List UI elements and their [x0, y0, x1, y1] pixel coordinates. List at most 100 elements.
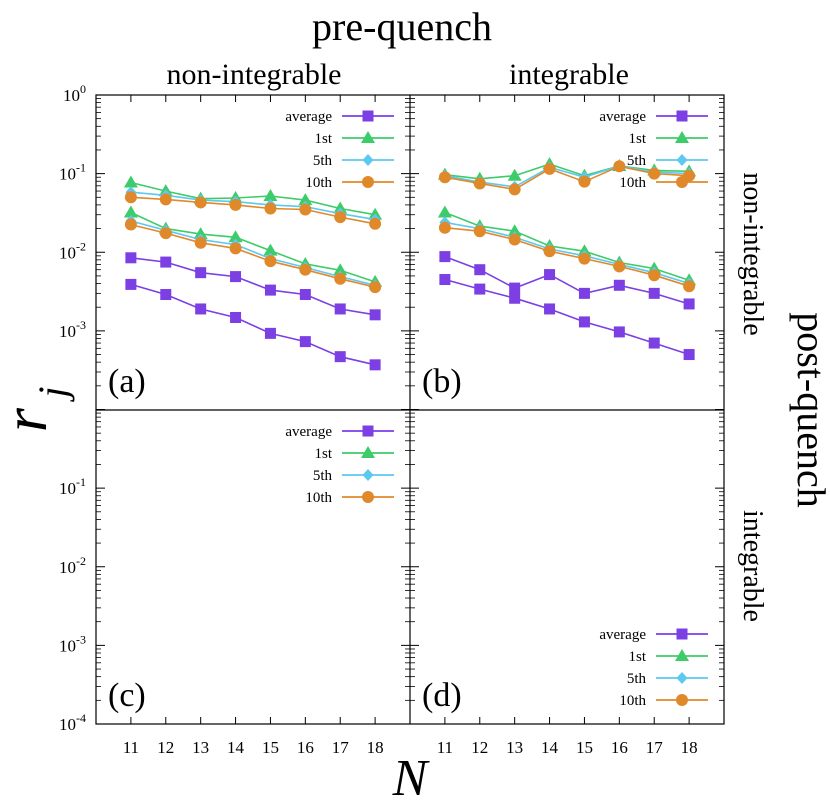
data-point-average-16: [299, 336, 311, 348]
legend-marker-average: [676, 628, 688, 640]
data-point-average-18: [683, 349, 695, 361]
data-point-average-12: [474, 264, 486, 276]
legend-label-5th: 5th: [627, 153, 647, 169]
series-line-average: [130, 257, 376, 316]
data-point-average-13: [195, 267, 207, 279]
row-label-integrable: integrable: [737, 510, 768, 622]
y-axis-label-main: r: [0, 407, 60, 432]
data-point-average-11: [125, 252, 137, 264]
panel-label-b: (b): [422, 363, 462, 400]
legend-label-average: average: [285, 109, 332, 125]
data-point-1st-15: [263, 243, 278, 256]
series-line-1st: [130, 211, 376, 283]
data-point-1st-13: [507, 168, 522, 181]
legend: average 1st 5th 10th: [285, 424, 394, 506]
data-point-average-11: [125, 278, 137, 290]
legend: average 1st 5th 10th: [285, 109, 394, 191]
y-tick-label-1e-1: 10-1: [59, 475, 86, 498]
x-tick-label-17: 17: [332, 738, 350, 757]
panel-d: average 1st 5th 10th (d): [422, 157, 708, 714]
data-point-10th-17: [334, 272, 347, 285]
data-point-average-17: [334, 351, 346, 363]
series-line-average: [130, 283, 376, 366]
legend: average 1st 5th 10th: [599, 627, 708, 709]
data-point-10th-17: [334, 211, 347, 224]
y-tick-label-1e-2: 10-2: [59, 554, 86, 577]
x-tick-label-17: 17: [646, 738, 664, 757]
series-line-10th: [130, 223, 376, 288]
panel-label-a: (a): [108, 363, 146, 400]
legend-label-10th: 10th: [305, 175, 332, 191]
y-axis-label-subscript: j: [30, 386, 75, 402]
data-point-average-13: [509, 292, 521, 304]
data-point-average-11: [439, 274, 451, 286]
legend-marker-5th: [676, 154, 688, 166]
column-label-non-integrable: non-integrable: [167, 58, 342, 91]
series-line-1st: [444, 163, 690, 180]
data-point-average-14: [544, 269, 556, 281]
data-point-10th-15: [264, 255, 277, 268]
panel-label-c: (c): [108, 677, 146, 714]
data-point-10th-13: [508, 183, 521, 196]
data-point-average-17: [648, 287, 660, 299]
data-point-1st-13: [193, 227, 208, 240]
x-tick-label-15: 15: [576, 738, 593, 757]
data-point-10th-11: [438, 171, 451, 184]
data-point-average-12: [160, 256, 172, 268]
data-point-10th-11: [124, 218, 137, 231]
data-point-average-11: [439, 251, 451, 263]
data-point-10th-16: [299, 263, 312, 276]
data-point-average-13: [509, 282, 521, 294]
legend-marker-5th: [362, 469, 374, 481]
x-tick-label-15: 15: [262, 738, 279, 757]
data-point-average-17: [334, 303, 346, 315]
data-point-10th-16: [613, 160, 626, 173]
legend-marker-5th: [676, 672, 688, 684]
x-tick-label-16: 16: [611, 738, 628, 757]
x-tick-label-16: 16: [297, 738, 314, 757]
post-quench-title: post-quench: [789, 312, 830, 508]
data-point-average-18: [369, 359, 381, 371]
data-point-1st-17: [333, 263, 348, 276]
legend-label-10th: 10th: [619, 693, 646, 709]
data-point-average-13: [195, 303, 207, 315]
data-point-10th-16: [299, 203, 312, 216]
y-tick-label-1e-2: 10-2: [59, 239, 86, 262]
column-label-integrable: integrable: [509, 58, 629, 91]
data-point-average-16: [613, 279, 625, 291]
data-point-average-16: [613, 326, 625, 338]
series-line-5th: [130, 191, 376, 221]
data-point-average-17: [648, 337, 660, 349]
data-point-10th-14: [229, 242, 242, 255]
x-tick-label-18: 18: [681, 738, 698, 757]
data-point-1st-11: [123, 205, 138, 218]
legend-label-1st: 1st: [314, 446, 332, 462]
data-point-10th-17: [648, 269, 661, 282]
series-line-1st: [444, 211, 690, 282]
panel-a: average 1st 5th 10th (a): [108, 109, 394, 400]
data-point-10th-17: [648, 167, 661, 180]
data-point-average-18: [683, 298, 695, 310]
x-tick-label-11: 11: [123, 738, 139, 757]
data-point-1st-16: [298, 193, 313, 206]
series-line-average: [444, 255, 690, 305]
legend-marker-1st: [675, 649, 689, 661]
data-point-1st-11: [123, 175, 138, 188]
legend-marker-5th: [362, 154, 374, 166]
x-tick-label-13: 13: [506, 738, 523, 757]
x-tick-label-13: 13: [192, 738, 209, 757]
legend-marker-10th: [362, 491, 374, 503]
data-point-10th-15: [578, 175, 591, 188]
series-line-1st: [130, 181, 376, 216]
legend-marker-average: [362, 425, 374, 437]
x-tick-label-14: 14: [227, 738, 245, 757]
x-tick-label-18: 18: [367, 738, 384, 757]
data-point-1st-17: [333, 201, 348, 214]
pre-quench-title: pre-quench: [312, 4, 492, 49]
legend-label-5th: 5th: [627, 671, 647, 687]
data-point-10th-14: [543, 245, 556, 258]
data-point-10th-13: [194, 236, 207, 249]
data-point-10th-12: [159, 193, 172, 206]
x-tick-label-12: 12: [471, 738, 488, 757]
